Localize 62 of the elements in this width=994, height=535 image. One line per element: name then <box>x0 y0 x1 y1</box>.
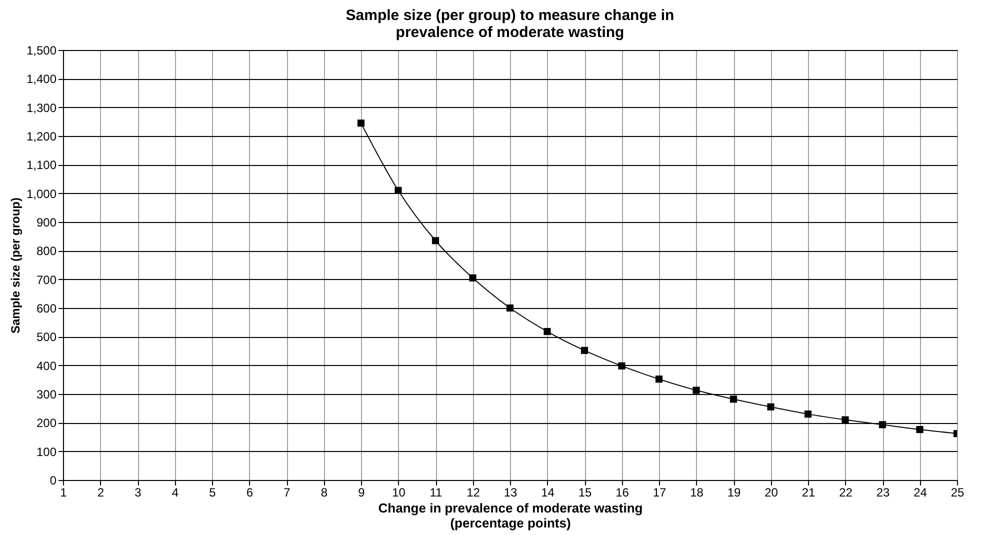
x-tick-label: 7 <box>284 486 291 500</box>
x-tick-label: 24 <box>914 486 928 500</box>
point <box>730 396 738 403</box>
point <box>655 376 663 383</box>
y-tick-label: 800 <box>36 244 57 258</box>
point <box>842 416 849 424</box>
point <box>469 274 476 282</box>
y-tick-label: 300 <box>36 388 57 402</box>
text: Sample size (per group) to measure change in <box>346 7 674 24</box>
point <box>804 410 812 418</box>
x-tick-label: 13 <box>504 486 518 500</box>
point <box>506 304 514 312</box>
point <box>357 120 365 127</box>
x-tick-label: 22 <box>839 486 853 500</box>
x-tick-label: 2 <box>97 486 104 500</box>
y-tick-label: 400 <box>36 358 57 373</box>
y-tick-label: 1,000 <box>26 186 57 201</box>
point <box>692 386 700 394</box>
x-tick-label: 19 <box>727 486 741 500</box>
y-tick-label: 500 <box>36 330 57 344</box>
y-tick-label: 900 <box>36 216 57 230</box>
x-tick-label: 3 <box>134 486 142 500</box>
x-tick-label: 23 <box>876 486 890 500</box>
point <box>767 403 774 410</box>
y-tick-label: 100 <box>36 444 57 459</box>
point <box>580 346 588 354</box>
point <box>544 328 551 336</box>
text: (percentage points) <box>450 516 571 530</box>
y-tick-label: 1,200 <box>26 130 57 144</box>
y-tick-label: 600 <box>36 302 57 316</box>
point <box>878 421 886 428</box>
x-tick-label: 12 <box>466 486 480 500</box>
point <box>394 186 402 194</box>
x-tick-label: 9 <box>358 486 366 500</box>
point <box>916 426 924 434</box>
x-tick-label: 4 <box>172 486 179 500</box>
x-tick-label: 15 <box>578 486 592 500</box>
y-tick-label: 1,400 <box>26 72 57 86</box>
x-tick-label: 5 <box>209 486 216 500</box>
x-tick-label: 1 <box>60 486 68 500</box>
x-tick-label: 17 <box>652 486 666 500</box>
y-tick-label: 200 <box>36 416 57 430</box>
x-tick-label: 20 <box>764 486 778 500</box>
x-tick-label: 10 <box>392 486 406 500</box>
y-tick-label: 0 <box>50 474 57 488</box>
x-tick-label: 18 <box>690 486 704 500</box>
y-tick-label: 1,100 <box>26 158 57 172</box>
x-tick-label: 25 <box>950 486 964 500</box>
y-tick-label: 1,500 <box>26 44 57 58</box>
x-tick-label: 14 <box>541 486 555 500</box>
point <box>432 237 440 244</box>
x-tick-label: 8 <box>320 486 328 500</box>
y-tick-label: 700 <box>36 272 57 287</box>
point <box>618 362 626 370</box>
x-tick-label: 21 <box>802 486 816 500</box>
y-axis-title: Sample size (per group) <box>8 197 22 334</box>
y-tick-label: 1,300 <box>26 100 57 115</box>
text: prevalence of moderate wasting <box>396 24 624 41</box>
x-tick-label: 11 <box>430 486 443 500</box>
text: Change in prevalence of moderate wasting <box>378 500 643 516</box>
x-tick-label: 6 <box>246 486 254 500</box>
x-tick-label: 16 <box>616 486 630 500</box>
